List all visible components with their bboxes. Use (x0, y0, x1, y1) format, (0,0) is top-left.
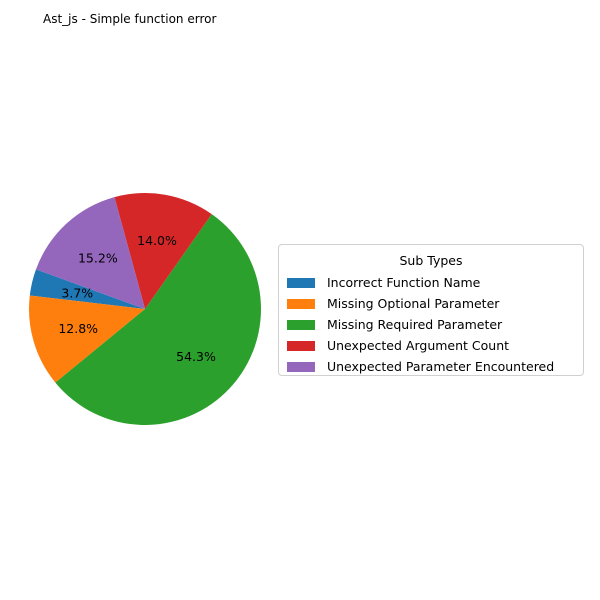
legend-swatch (287, 319, 315, 330)
legend-swatch (287, 298, 315, 309)
legend-item: Unexpected Argument Count (287, 335, 575, 356)
legend-title: Sub Types (399, 253, 463, 268)
pie-slice-5 (35, 197, 146, 309)
legend-label: Unexpected Parameter Encountered (323, 359, 555, 374)
slice-label-3: 54.3% (176, 349, 216, 364)
legend: Sub Types Incorrect Function Name Missin… (278, 244, 584, 376)
slice-label-5: 15.2% (78, 250, 118, 265)
legend-swatch (287, 361, 315, 372)
legend-label: Missing Optional Parameter (323, 296, 500, 311)
legend-swatch (287, 277, 315, 288)
legend-label: Unexpected Argument Count (323, 338, 510, 353)
slice-label-2: 12.8% (58, 321, 98, 336)
legend-swatch (287, 340, 315, 351)
pie-slice-3 (55, 214, 261, 425)
chart-title: Ast_js - Simple function error (43, 12, 217, 26)
legend-item: Incorrect Function Name (287, 272, 575, 293)
legend-label: Missing Required Parameter (323, 317, 503, 332)
legend-label: Incorrect Function Name (323, 275, 481, 290)
slice-label-1: 3.7% (61, 285, 93, 300)
pie-slice-2 (29, 295, 145, 383)
legend-item: Unexpected Parameter Encountered (287, 356, 575, 377)
pie-slice-1 (29, 269, 145, 309)
legend-item: Missing Required Parameter (287, 314, 575, 335)
slice-label-4: 14.0% (137, 233, 177, 248)
pie-slice-4 (114, 193, 212, 309)
legend-item: Missing Optional Parameter (287, 293, 575, 314)
